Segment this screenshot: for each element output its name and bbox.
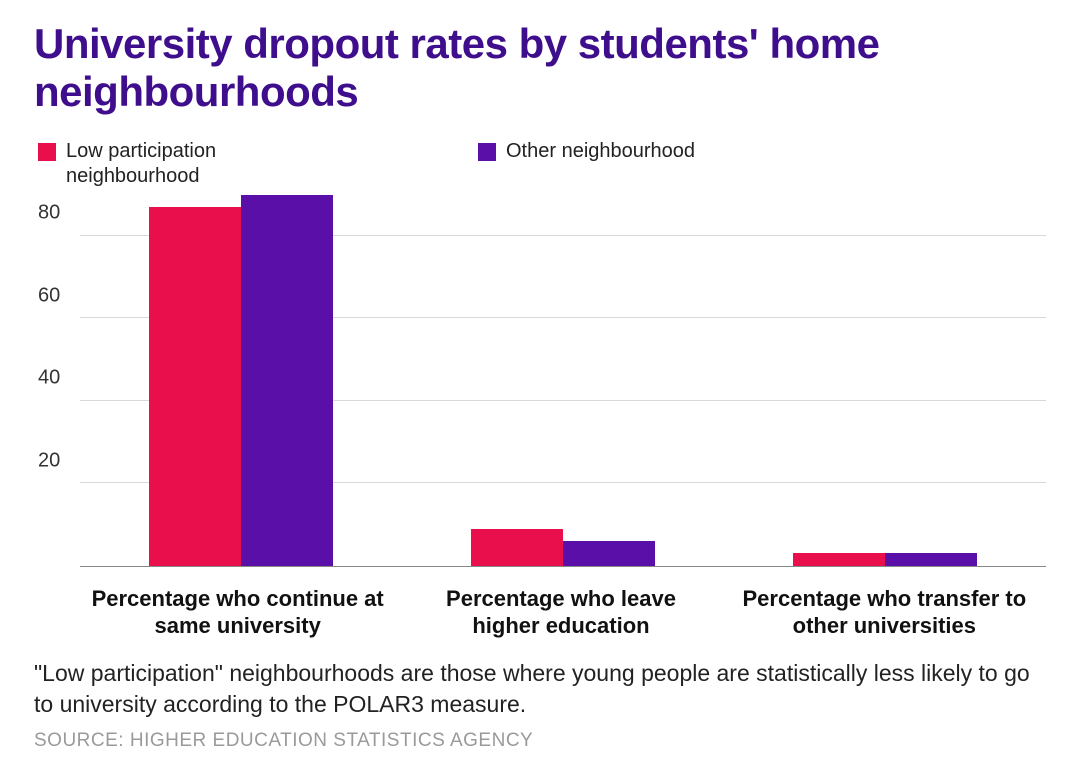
chart-area: 20 40 60 80 xyxy=(38,195,1046,575)
bar-other xyxy=(241,195,333,566)
legend-label: Low participation neighbourhood xyxy=(66,139,286,189)
y-tick: 80 xyxy=(38,201,74,224)
bar-low xyxy=(793,553,885,565)
footnote: "Low participation" neighbourhoods are t… xyxy=(34,658,1046,720)
legend-label: Other neighbourhood xyxy=(506,139,695,164)
legend-swatch-other xyxy=(478,143,496,161)
bar-other xyxy=(885,553,977,565)
bar-groups xyxy=(80,195,1046,566)
x-axis-labels: Percentage who continue at same universi… xyxy=(76,585,1046,640)
legend: Low participation neighbourhood Other ne… xyxy=(34,139,1046,189)
x-label: Percentage who continue at same universi… xyxy=(76,585,399,640)
legend-item: Other neighbourhood xyxy=(478,139,695,189)
chart-title: University dropout rates by students' ho… xyxy=(34,20,1046,117)
y-tick: 20 xyxy=(38,449,74,472)
legend-swatch-low xyxy=(38,143,56,161)
bar-group xyxy=(80,195,402,566)
plot xyxy=(80,195,1046,567)
legend-item: Low participation neighbourhood xyxy=(38,139,478,189)
y-tick: 40 xyxy=(38,367,74,390)
bar-group xyxy=(724,195,1046,566)
x-label: Percentage who transfer to other univers… xyxy=(723,585,1046,640)
y-tick: 60 xyxy=(38,284,74,307)
bar-other xyxy=(563,541,655,566)
bar-low xyxy=(149,207,241,566)
bar-low xyxy=(471,529,563,566)
bar-group xyxy=(402,195,724,566)
source-line: SOURCE: HIGHER EDUCATION STATISTICS AGEN… xyxy=(34,730,1046,752)
x-label: Percentage who leave higher education xyxy=(399,585,722,640)
